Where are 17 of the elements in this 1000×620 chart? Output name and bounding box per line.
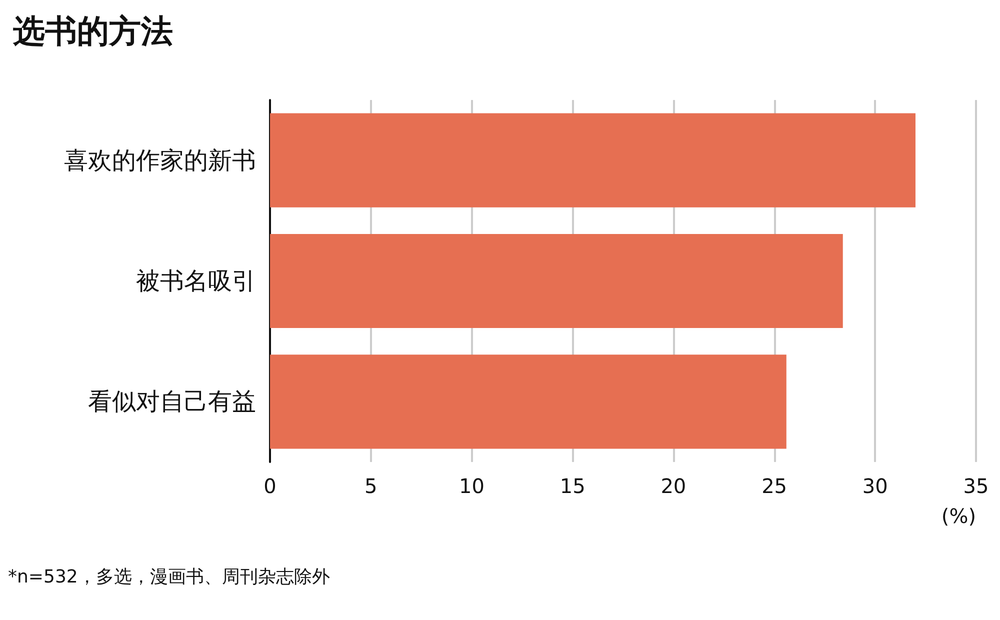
- y-tick-label: 喜欢的作家的新书: [64, 146, 256, 174]
- y-tick-label: 看似对自己有益: [88, 388, 256, 416]
- bar: [270, 354, 786, 449]
- x-tick-label: 0: [264, 474, 276, 498]
- x-tick-label: 10: [458, 474, 484, 498]
- x-axis-title: (%): [941, 504, 976, 528]
- x-tick-label: 25: [762, 474, 788, 498]
- x-tick-label: 35: [963, 474, 989, 498]
- x-tick-label: 30: [862, 474, 888, 498]
- text: *n=532，多选，漫画书、周刊杂志除外: [8, 566, 330, 588]
- x-tick-label: 20: [660, 474, 686, 498]
- chart-title: 选书的方法: [12, 12, 173, 50]
- y-tick-label: 被书名吸引: [136, 267, 256, 295]
- x-tick-label: 5: [364, 474, 378, 498]
- bar: [270, 113, 916, 208]
- x-tick-label: 15: [560, 474, 586, 498]
- bar: [270, 234, 843, 328]
